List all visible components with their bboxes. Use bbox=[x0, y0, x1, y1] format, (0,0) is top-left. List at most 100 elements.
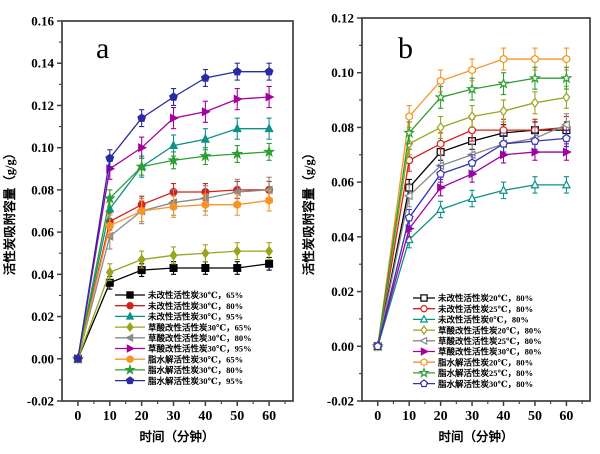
x-axis-ticks: 0 10 20 30 40 50 60 bbox=[374, 401, 583, 424]
star-marker bbox=[560, 71, 573, 84]
y-tick-label: 0.04 bbox=[31, 267, 54, 282]
x-tick-label: 50 bbox=[230, 409, 244, 424]
triangle-right-marker bbox=[265, 92, 275, 102]
legend-label: 草酸改性活性炭30℃，95% bbox=[148, 344, 252, 354]
panel-a-series-5 bbox=[74, 85, 275, 364]
triangle-right-marker bbox=[170, 113, 179, 123]
legend-label: 未改性活性炭30℃，80% bbox=[147, 301, 243, 311]
pentagon-marker bbox=[73, 354, 83, 363]
y-tick-label: 0.02 bbox=[331, 284, 354, 299]
panel-letter: b bbox=[398, 32, 413, 65]
diamond-marker bbox=[233, 245, 242, 257]
diamond-marker bbox=[530, 97, 539, 109]
panel-a-series-0 bbox=[73, 256, 274, 363]
hexagon-marker bbox=[531, 54, 539, 64]
diamond-marker bbox=[137, 254, 146, 265]
x-tick-label: 20 bbox=[135, 409, 149, 424]
x-tick-label: 50 bbox=[528, 409, 542, 424]
x-tick-label: 60 bbox=[262, 409, 276, 424]
hexagon-marker bbox=[265, 196, 273, 205]
triangle-up-marker bbox=[498, 184, 509, 194]
star-legend-marker bbox=[418, 366, 430, 378]
star-marker bbox=[403, 126, 416, 139]
triangle-left-legend-marker bbox=[418, 336, 428, 346]
x-tick-label: 10 bbox=[402, 409, 416, 424]
star-marker bbox=[199, 149, 212, 162]
panel-a: -0.02 0.00 0.02 0.04 0.06 0.08 0.10 0.12 0.14 0.1… bbox=[2, 14, 294, 444]
y-tick-label: 0.12 bbox=[331, 11, 354, 26]
y-axis-ticks: -0.02 0.00 0.02 0.04 0.06 0.08 0.10 0.12 bbox=[327, 11, 362, 409]
triangle-up-marker bbox=[561, 179, 571, 189]
pentagon-marker bbox=[200, 73, 210, 82]
triangle-up-marker bbox=[200, 133, 210, 143]
triangle-right-marker bbox=[437, 183, 447, 193]
x-tick-label: 10 bbox=[103, 409, 117, 424]
diamond-marker bbox=[201, 247, 210, 259]
square-marker bbox=[169, 264, 178, 273]
y-axis-label: 活性炭吸附容量（g/g） bbox=[301, 147, 316, 275]
star-marker bbox=[167, 153, 180, 166]
y-tick-label: 0.14 bbox=[31, 56, 54, 71]
y-tick-label: 0.06 bbox=[331, 175, 354, 190]
diamond-legend-marker bbox=[126, 322, 134, 333]
diamond-marker bbox=[265, 245, 274, 257]
triangle-right-marker bbox=[201, 107, 211, 117]
x-tick-label: 30 bbox=[167, 409, 181, 424]
star-marker bbox=[231, 147, 244, 160]
pentagon-marker bbox=[105, 153, 115, 162]
y-tick-label: 0.02 bbox=[31, 309, 54, 324]
y-tick-label: 0.00 bbox=[31, 351, 54, 366]
hexagon-marker bbox=[201, 200, 210, 210]
y-tick-label: 0.10 bbox=[31, 140, 54, 155]
diamond-marker bbox=[468, 111, 477, 122]
panel-b-legend: 未改性活性炭20℃，80%未改性活性炭25℃，80%未改性活性炭0℃，80%草酸… bbox=[413, 293, 542, 389]
x-tick-label: 20 bbox=[434, 409, 448, 424]
hexagon-marker bbox=[468, 65, 476, 75]
star-marker bbox=[528, 71, 542, 84]
pentagon-marker bbox=[561, 133, 571, 143]
y-tick-label: 0.06 bbox=[31, 225, 54, 240]
diamond-marker bbox=[105, 266, 114, 278]
y-tick-label: 0.12 bbox=[31, 98, 54, 113]
x-tick-label: 30 bbox=[465, 409, 479, 424]
hexagon-marker bbox=[137, 206, 146, 216]
y-tick-label: 0.08 bbox=[31, 182, 54, 197]
x-tick-label: 0 bbox=[74, 409, 81, 424]
panel-letter: a bbox=[96, 32, 109, 65]
triangle-up-marker bbox=[232, 123, 242, 133]
square-marker bbox=[233, 264, 242, 273]
triangle-up-marker bbox=[168, 140, 179, 150]
pentagon-marker bbox=[499, 139, 508, 148]
triangle-right-marker bbox=[562, 147, 572, 157]
diamond-marker bbox=[169, 249, 178, 261]
circle-legend-marker bbox=[420, 305, 428, 313]
y-axis-ticks: -0.02 0.00 0.02 0.04 0.06 0.08 0.10 0.12 0.14 0.1… bbox=[27, 14, 62, 409]
square-legend-marker bbox=[126, 291, 134, 299]
x-tick-label: 40 bbox=[497, 409, 511, 424]
hexagon-marker bbox=[405, 112, 414, 121]
legend-label: 草酸改性活性炭30℃，65% bbox=[148, 322, 252, 332]
hexagon-legend-marker bbox=[420, 358, 428, 367]
triangle-up-legend-marker bbox=[419, 314, 429, 323]
square-marker bbox=[265, 259, 274, 268]
panel-a-legend: 未改性活性炭30℃，65%未改性活性炭30℃，80%未改性活性炭30℃，95%草… bbox=[115, 290, 252, 386]
y-tick-label: 0.04 bbox=[331, 229, 354, 244]
triangle-left-marker bbox=[403, 191, 413, 201]
square-marker bbox=[201, 264, 210, 273]
x-tick-label: 60 bbox=[559, 409, 573, 424]
legend-label: 草酸改性活性炭30℃，80% bbox=[438, 347, 542, 357]
diamond-marker bbox=[436, 121, 445, 133]
y-tick-label: 0.16 bbox=[31, 14, 54, 29]
x-axis-ticks: 0 10 20 30 40 50 60 bbox=[74, 401, 286, 424]
panel-b-series-8 bbox=[373, 129, 571, 351]
triangle-left-marker bbox=[561, 120, 570, 130]
legend-label: 脂水解活性炭25℃，80% bbox=[437, 368, 533, 378]
pentagon-legend-marker bbox=[419, 379, 429, 388]
hexagon-marker bbox=[233, 200, 242, 210]
legend-label: 未改性活性炭25℃，80% bbox=[437, 304, 533, 314]
triangle-right-marker bbox=[500, 150, 509, 160]
hexagon-legend-marker bbox=[126, 355, 134, 364]
pentagon-marker bbox=[264, 67, 274, 76]
panel-a-series-8 bbox=[73, 62, 274, 363]
legend-label: 脂水解活性炭30℃，65% bbox=[147, 354, 243, 364]
